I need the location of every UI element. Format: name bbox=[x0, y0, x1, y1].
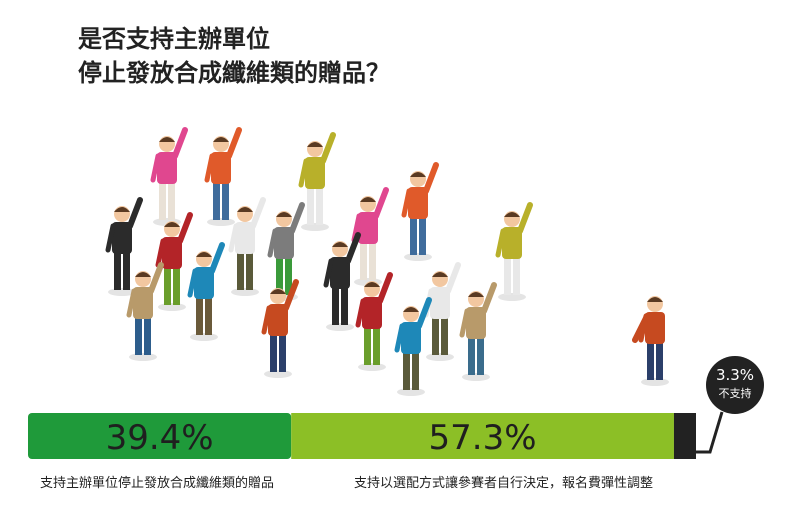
oppose-value: 3.3% bbox=[715, 366, 755, 384]
person-figure bbox=[105, 197, 143, 296]
oppose-label: 不支持 bbox=[718, 387, 752, 400]
person-figure bbox=[187, 242, 225, 341]
person-figure bbox=[355, 272, 393, 371]
person-figure bbox=[298, 132, 336, 231]
person-figure bbox=[394, 297, 432, 396]
person-figure bbox=[261, 279, 299, 378]
segment-value-support: 39.4% bbox=[105, 418, 214, 458]
category-label-optional: 支持以選配方式讓參賽者自行決定，報名費彈性調整 bbox=[354, 476, 654, 491]
person-figure bbox=[495, 202, 533, 301]
person-figure bbox=[155, 212, 193, 311]
person-figure bbox=[204, 127, 242, 226]
bar-segment-oppose bbox=[673, 413, 696, 459]
person-figure bbox=[401, 162, 439, 261]
person-figure bbox=[459, 282, 497, 381]
person-figure bbox=[632, 296, 669, 386]
oppose-badge: 3.3% 不支持 bbox=[706, 356, 764, 414]
chart-title: 是否支持主辦單位 停止發放合成纖維類的贈品？ bbox=[78, 22, 390, 90]
category-label-support: 支持主辦單位停止發放合成纖維類的贈品 bbox=[40, 476, 275, 491]
person-figure bbox=[126, 262, 164, 361]
person-figure bbox=[323, 232, 361, 331]
bar-segment-support bbox=[28, 413, 292, 459]
title-line-1: 是否支持主辦單位 bbox=[78, 25, 270, 53]
oppose-leader-line bbox=[696, 411, 724, 454]
bar-segment-optional bbox=[291, 413, 674, 459]
segment-value-optional: 57.3% bbox=[428, 418, 537, 458]
person-figure bbox=[423, 262, 461, 361]
title-line-2: 停止發放合成纖維類的贈品？ bbox=[78, 59, 390, 87]
person-figure bbox=[228, 197, 266, 296]
person-figure bbox=[150, 127, 188, 226]
